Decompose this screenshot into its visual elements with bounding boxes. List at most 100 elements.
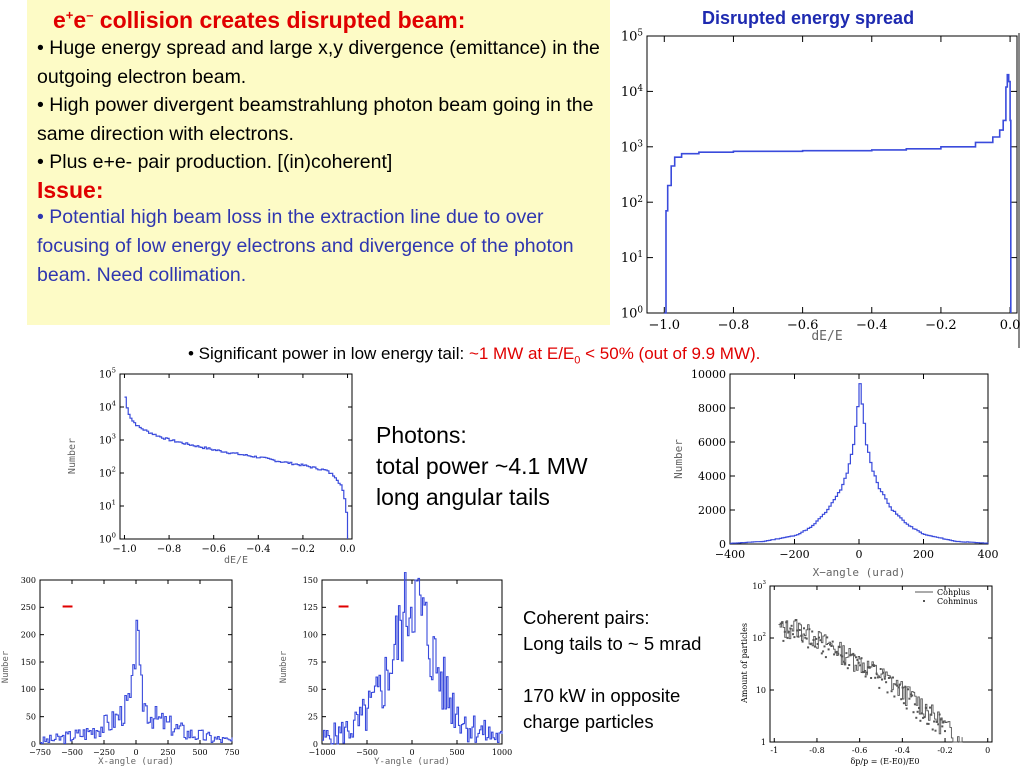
cohminus-point xyxy=(804,636,807,639)
y-tick-label: 0 xyxy=(719,538,726,551)
cohminus-point xyxy=(922,716,925,719)
cohminus-point xyxy=(794,619,797,621)
x-tick-label: -0.8 xyxy=(809,746,824,755)
cohminus-point xyxy=(929,706,931,709)
cohminus-point xyxy=(927,722,930,725)
cohminus-point xyxy=(908,697,911,700)
x-tick-label: 0.0 xyxy=(1000,318,1021,333)
cohminus-point xyxy=(904,685,907,688)
chart-disrupted-energy: 100 101 102 103 104 105 −1.0 −0.8 −0.6 −0.4 −0.2 0… xyxy=(621,29,1021,348)
x-axis-label: dE/E xyxy=(811,329,842,344)
title-suffix: collision creates disrupted beam: xyxy=(93,7,466,33)
cohminus-point xyxy=(886,691,889,694)
x-ticks: −1.0 −0.8 −0.6 −0.4 −0.2 0.0 xyxy=(649,36,1021,333)
y-tick-label: 101 xyxy=(621,250,643,266)
cohminus-point xyxy=(835,650,838,653)
cohminus-point xyxy=(909,693,912,696)
y-tick-label: 100 xyxy=(303,630,318,639)
y-tick-label: 100 xyxy=(621,306,644,322)
x-axis-label: X−angle (urad) xyxy=(813,566,906,579)
cohminus-point xyxy=(939,718,942,721)
bullet-pair-production: • Plus e+e- pair production. [(in)cohere… xyxy=(37,151,393,173)
y-tick-label: 50 xyxy=(26,712,36,721)
y-tick-label: 105 xyxy=(99,367,116,381)
cohminus-point xyxy=(879,668,882,670)
cohminus-point xyxy=(830,645,833,647)
series-line xyxy=(124,396,349,539)
cohminus-point xyxy=(837,652,840,655)
legend-swatch-cohminus xyxy=(923,600,925,602)
x-tick-label: 750 xyxy=(224,748,239,757)
cohminus-point xyxy=(861,671,864,674)
y-tick-label: 150 xyxy=(21,658,36,667)
chart-pairs-x-angle: 0 50 100 150 200 250 300 −750 −500 −250 0 250 500 75… xyxy=(1,576,240,767)
cohminus-point xyxy=(896,684,899,687)
cohminus-point xyxy=(905,707,908,710)
cohminus-point xyxy=(801,640,804,643)
pairs-line-3 xyxy=(523,657,701,683)
note-prefix: • Significant power in low energy tail: xyxy=(188,344,469,363)
x-tick-label: −0.6 xyxy=(202,544,226,555)
pairs-line-2: Long tails to ~ 5 mrad xyxy=(523,633,702,654)
cohminus-point xyxy=(915,716,918,719)
minus-sign-1: – xyxy=(62,595,73,617)
cohminus-point xyxy=(823,645,826,648)
y-tick-label: 25 xyxy=(308,712,318,721)
x-tick-label: 500 xyxy=(192,748,207,757)
summary-textbox: e+e– collision creates disrupted beam: •… xyxy=(27,0,610,325)
cohminus-point xyxy=(839,654,842,657)
x-tick-label: −200 xyxy=(779,548,809,561)
x-tick-label: 400 xyxy=(978,548,999,561)
y-tick-label: 50 xyxy=(308,685,318,694)
cohminus-point xyxy=(919,719,922,722)
cohminus-point xyxy=(849,654,852,657)
y-tick-label: 8000 xyxy=(698,402,726,415)
cohminus-point xyxy=(926,722,929,725)
y-axis-label: Amount of particles xyxy=(740,623,749,704)
cohminus-point xyxy=(841,655,844,658)
cohminus-point xyxy=(803,627,805,630)
cohminus-point xyxy=(868,666,871,669)
chart-pairs-momentum: 1 10 102 103 -1 -0.8 -0.6 -0.4 -0.2 0 Cohplus Co… xyxy=(740,580,993,766)
y-ticks: 100 101 102 103 104 105 xyxy=(621,29,1017,322)
cohminus-point xyxy=(871,664,874,667)
y-tick-label: 104 xyxy=(99,400,116,414)
y-tick-label: 200 xyxy=(21,630,36,639)
cohminus-point xyxy=(918,707,920,709)
cohminus-point xyxy=(944,730,946,733)
cohminus-point xyxy=(859,664,862,667)
x-tick-label: −0.4 xyxy=(246,544,270,555)
cohminus-point xyxy=(916,710,919,713)
x-axis-label: dE/E xyxy=(224,555,248,566)
cohminus-point xyxy=(941,725,944,728)
series-cohminus-points xyxy=(779,619,946,733)
plot-frame xyxy=(646,35,1018,314)
pairs-text: Coherent pairs: Long tails to ~ 5 mrad 1… xyxy=(523,605,701,735)
x-ticks: −750 −500 −250 0 250 500 750 xyxy=(29,580,240,757)
title-e2: e xyxy=(73,7,87,33)
cohminus-point xyxy=(827,648,830,651)
x-tick-label: −750 xyxy=(29,748,51,757)
cohminus-point xyxy=(911,694,914,697)
cohminus-point xyxy=(822,650,825,653)
cohminus-point xyxy=(872,664,875,667)
cohminus-point xyxy=(781,621,783,624)
y-axis-label: Number xyxy=(67,438,78,474)
note-red-2: < 50% (out of 9.9 MW). xyxy=(580,344,761,363)
cohminus-point xyxy=(897,686,900,689)
y-tick-label: 150 xyxy=(303,576,318,585)
y-tick-label: 10000 xyxy=(691,368,726,381)
cohminus-point xyxy=(890,690,893,693)
cohminus-point xyxy=(894,683,897,686)
y-tick-label: 6000 xyxy=(698,436,726,449)
pairs-line-5: charge particles xyxy=(523,711,654,732)
chart-photon-x-angle: 0 2000 4000 6000 8000 10000 −400 −200 0 200 400 X… xyxy=(672,368,999,579)
cohminus-point xyxy=(833,653,836,656)
cohminus-point xyxy=(893,695,896,698)
title-sup-minus: – xyxy=(86,7,94,23)
x-axis-label: X-angle (urad) xyxy=(98,757,174,767)
x-tick-label: 0 xyxy=(133,748,138,757)
legend-cohminus: Cohminus xyxy=(937,597,978,606)
cohminus-point xyxy=(913,703,916,706)
